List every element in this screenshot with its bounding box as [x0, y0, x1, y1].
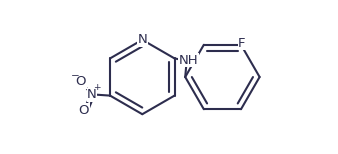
Text: N: N [138, 33, 147, 46]
Text: O: O [76, 75, 86, 88]
Text: O: O [79, 104, 89, 117]
Text: N: N [87, 88, 97, 101]
Text: +: + [94, 83, 101, 92]
Text: −: − [71, 71, 79, 81]
Text: F: F [238, 37, 246, 50]
Text: NH: NH [179, 54, 199, 67]
